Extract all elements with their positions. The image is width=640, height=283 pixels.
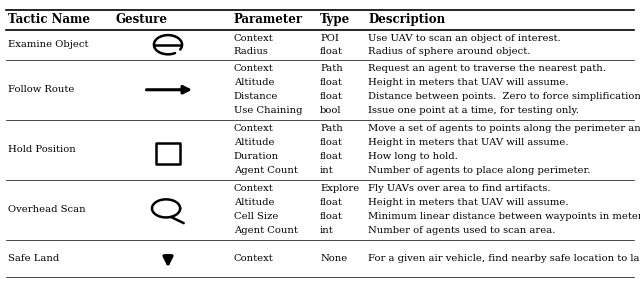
- Text: Agent Count: Agent Count: [234, 226, 298, 235]
- Text: int: int: [320, 166, 333, 175]
- Text: Altitude: Altitude: [234, 78, 274, 87]
- Text: Explore: Explore: [320, 184, 359, 193]
- Text: None: None: [320, 254, 348, 263]
- Text: float: float: [320, 47, 343, 56]
- Text: float: float: [320, 138, 343, 147]
- Text: Issue one point at a time, for testing only.: Issue one point at a time, for testing o…: [368, 106, 579, 115]
- Text: Context: Context: [234, 34, 273, 43]
- Text: Path: Path: [320, 64, 343, 73]
- Text: How long to hold.: How long to hold.: [368, 152, 458, 161]
- Text: Follow Route: Follow Route: [8, 85, 74, 94]
- Text: Radius of sphere around object.: Radius of sphere around object.: [368, 47, 531, 56]
- Text: Minimum linear distance between waypoints in meters.: Minimum linear distance between waypoint…: [368, 212, 640, 221]
- Text: Context: Context: [234, 184, 273, 193]
- Text: float: float: [320, 212, 343, 221]
- Text: Safe Land: Safe Land: [8, 254, 59, 263]
- Text: int: int: [320, 226, 333, 235]
- Text: Type: Type: [320, 13, 350, 26]
- Text: Agent Count: Agent Count: [234, 166, 298, 175]
- Text: bool: bool: [320, 106, 342, 115]
- Text: Path: Path: [320, 124, 343, 133]
- Text: Context: Context: [234, 124, 273, 133]
- Text: Move a set of agents to points along the perimeter and hold.: Move a set of agents to points along the…: [368, 124, 640, 133]
- Text: Fly UAVs over area to find artifacts.: Fly UAVs over area to find artifacts.: [368, 184, 550, 193]
- Text: Distance: Distance: [234, 92, 278, 101]
- Text: float: float: [320, 198, 343, 207]
- Text: For a given air vehicle, find nearby safe location to land.: For a given air vehicle, find nearby saf…: [368, 254, 640, 263]
- Text: Height in meters that UAV will assume.: Height in meters that UAV will assume.: [368, 78, 568, 87]
- Text: Radius: Radius: [234, 47, 268, 56]
- Text: Height in meters that UAV will assume.: Height in meters that UAV will assume.: [368, 198, 568, 207]
- Text: Examine Object: Examine Object: [8, 40, 88, 49]
- Text: Cell Size: Cell Size: [234, 212, 278, 221]
- Text: Request an agent to traverse the nearest path.: Request an agent to traverse the nearest…: [368, 64, 606, 73]
- Text: Tactic Name: Tactic Name: [8, 13, 90, 26]
- Text: Use Chaining: Use Chaining: [234, 106, 302, 115]
- Text: float: float: [320, 92, 343, 101]
- Text: Height in meters that UAV will assume.: Height in meters that UAV will assume.: [368, 138, 568, 147]
- Text: Context: Context: [234, 254, 273, 263]
- Text: Hold Position: Hold Position: [8, 145, 76, 154]
- Text: Distance between points.  Zero to force simplification.: Distance between points. Zero to force s…: [368, 92, 640, 101]
- Text: Overhead Scan: Overhead Scan: [8, 205, 85, 214]
- Text: Duration: Duration: [234, 152, 279, 161]
- Text: POI: POI: [320, 34, 339, 43]
- Text: Context: Context: [234, 64, 273, 73]
- Text: Altitude: Altitude: [234, 138, 274, 147]
- Text: float: float: [320, 78, 343, 87]
- Text: Number of agents used to scan area.: Number of agents used to scan area.: [368, 226, 556, 235]
- Text: Gesture: Gesture: [115, 13, 167, 26]
- Text: Use UAV to scan an object of interest.: Use UAV to scan an object of interest.: [368, 34, 561, 43]
- Text: Number of agents to place along perimeter.: Number of agents to place along perimete…: [368, 166, 590, 175]
- Bar: [156, 143, 179, 164]
- Text: float: float: [320, 152, 343, 161]
- Text: Altitude: Altitude: [234, 198, 274, 207]
- Text: Description: Description: [368, 13, 445, 26]
- Text: Parameter: Parameter: [234, 13, 303, 26]
